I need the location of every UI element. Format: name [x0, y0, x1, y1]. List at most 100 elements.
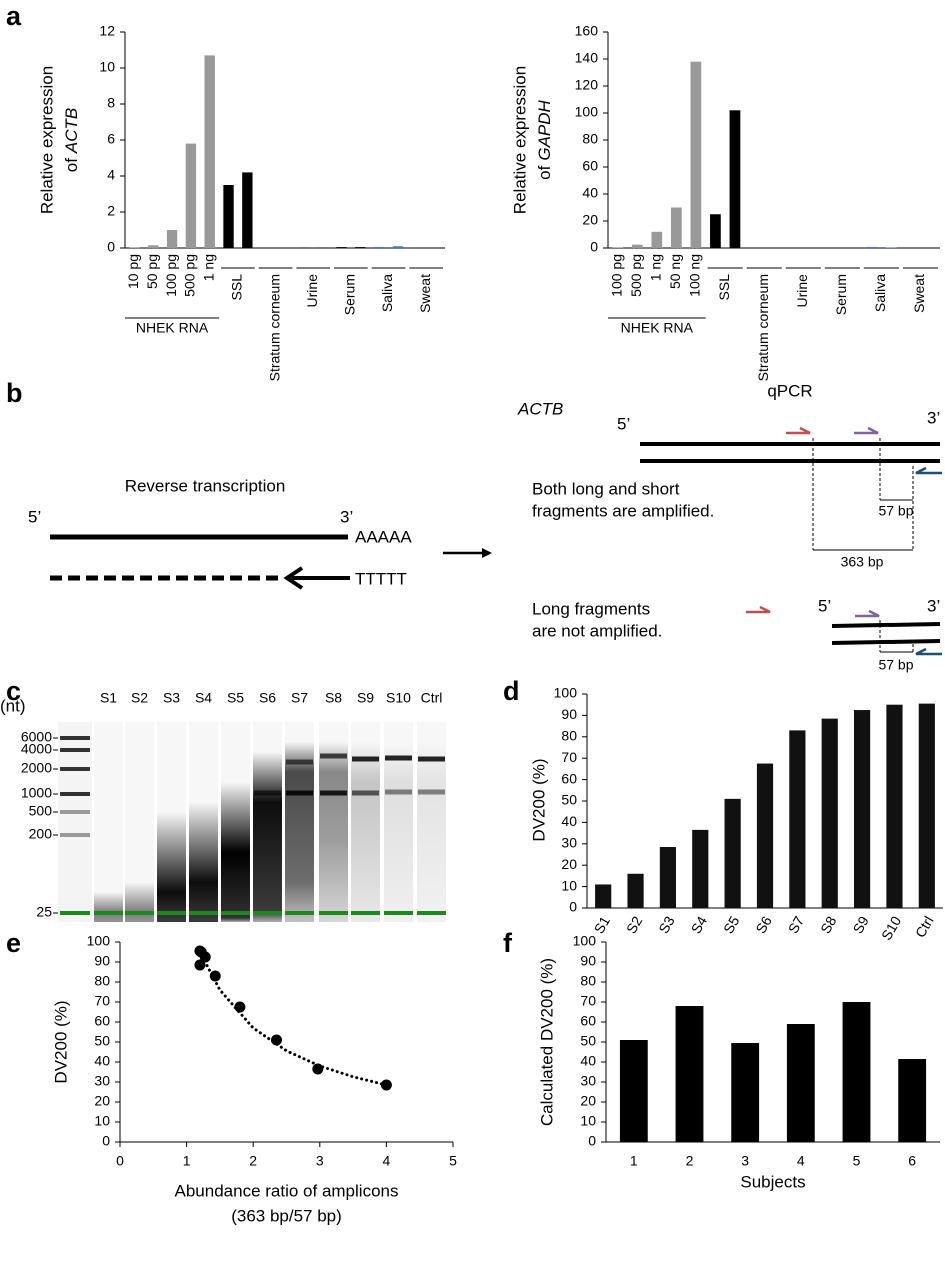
ladder-label: 200 — [29, 826, 53, 842]
five-prime: 5’ — [818, 596, 831, 615]
bar — [918, 703, 935, 908]
x-tick-label: Stratum corneum — [266, 274, 282, 381]
lane-label: S9 — [357, 690, 374, 706]
x-tick-label: 2 — [249, 1153, 257, 1169]
x-tick-label: Saliva — [872, 274, 888, 312]
y-tick-label: 20 — [94, 1093, 110, 1109]
y-tick-label: 50 — [580, 1033, 596, 1049]
x-tick-label: 3 — [316, 1153, 324, 1169]
bar — [185, 143, 197, 248]
ladder-band — [60, 767, 90, 771]
bp-label: 57 bp — [878, 503, 913, 519]
panel-letter: d — [503, 676, 520, 706]
ladder-band — [60, 748, 90, 752]
ladder-band — [60, 833, 90, 837]
point — [380, 1079, 392, 1091]
bar — [373, 246, 385, 248]
ladder-label: 25 — [36, 904, 52, 920]
gel-band — [254, 790, 281, 796]
gel-band — [320, 790, 347, 796]
bar — [619, 1040, 648, 1142]
y-tick-label: 100 — [554, 685, 578, 701]
y-tick-label: 80 — [94, 973, 110, 989]
caption: Both long and short — [532, 479, 680, 498]
diagram: b Reverse transcription 5’ 3’ AAAAA TTTT… — [6, 378, 942, 673]
lane-label: S5 — [227, 690, 244, 706]
y-tick-label: 40 — [561, 813, 577, 829]
left-title: Reverse transcription — [125, 476, 286, 495]
x-tick-label: S2 — [623, 913, 646, 936]
x-tick-label: 5 — [853, 1153, 861, 1169]
y-tick-label: 0 — [107, 239, 115, 255]
marker-band — [285, 911, 314, 915]
x-tick-label: S8 — [817, 913, 840, 936]
gel-lane — [319, 722, 348, 922]
y-tick-label: 70 — [561, 749, 577, 765]
y-tick-label: 30 — [561, 835, 577, 851]
x-axis-label: (363 bp/57 bp) — [231, 1206, 342, 1225]
point — [209, 970, 221, 982]
y-tick-label: 10 — [99, 59, 115, 75]
x-tick-label: 1 — [630, 1153, 638, 1169]
y-tick-label: 4 — [107, 167, 115, 183]
bar — [242, 172, 253, 248]
x-tick-label: Urine — [304, 274, 320, 308]
y-axis-label: Relative expression — [510, 66, 529, 214]
bar — [336, 247, 347, 248]
bp-label: 57 bp — [878, 657, 913, 673]
ladder-band — [60, 736, 90, 740]
gel-band — [286, 790, 313, 796]
x-tick-label: Sweat — [911, 274, 927, 313]
right-title: qPCR — [767, 381, 812, 400]
y-tick-label: 40 — [94, 1053, 110, 1069]
poly-a: AAAAA — [355, 527, 412, 546]
gel-lane — [351, 722, 380, 922]
point — [199, 951, 211, 963]
strand — [831, 639, 941, 645]
gel-band — [352, 756, 379, 762]
x-tick-label: 1 ng — [648, 254, 664, 281]
reverse-primer — [915, 466, 942, 475]
marker-band — [417, 911, 446, 915]
marker-band — [125, 911, 154, 915]
marker-band — [319, 911, 348, 915]
y-axis-label: DV200 (%) — [51, 1000, 70, 1083]
lane-label: S2 — [131, 690, 148, 706]
x-tick-label: 2 — [686, 1153, 694, 1169]
strand — [831, 622, 941, 628]
bar — [631, 244, 643, 248]
x-axis-label: Abundance ratio of amplicons — [175, 1181, 399, 1200]
bar — [898, 1059, 927, 1142]
y-tick-label: 140 — [575, 50, 599, 66]
x-tick-label: 6 — [908, 1153, 916, 1169]
x-tick-label: Stratum corneum — [755, 274, 771, 381]
brackets — [813, 499, 913, 551]
marker-band — [351, 911, 380, 915]
trend-line — [198, 950, 388, 1087]
bar — [724, 798, 741, 908]
gel-lane — [157, 722, 186, 922]
point — [234, 1001, 246, 1013]
y-tick-label: 100 — [575, 104, 599, 120]
x-tick-label: Sweat — [417, 274, 433, 313]
y-tick-label: 50 — [561, 792, 577, 808]
bar — [692, 829, 709, 908]
x-tick-label: Serum — [833, 274, 849, 315]
x-tick-label: Saliva — [379, 274, 395, 312]
gene-name: ACTB — [62, 108, 81, 154]
y-tick-label: 80 — [561, 728, 577, 744]
y-tick-label: 70 — [580, 993, 596, 1009]
bar — [690, 61, 702, 249]
y-tick-label: 50 — [94, 1033, 110, 1049]
bar — [886, 704, 903, 908]
bar — [729, 110, 741, 248]
y-tick-label: 100 — [573, 933, 597, 949]
lane-label: Ctrl — [421, 690, 443, 706]
bar — [786, 1024, 815, 1142]
y-axis-label-part: of — [62, 158, 81, 172]
y-tick-label: 40 — [580, 1053, 596, 1069]
ladder-label: 4000 — [21, 741, 52, 757]
x-tick-label: 3 — [741, 1153, 749, 1169]
five-prime: 5’ — [617, 414, 630, 433]
bar — [842, 1002, 871, 1142]
